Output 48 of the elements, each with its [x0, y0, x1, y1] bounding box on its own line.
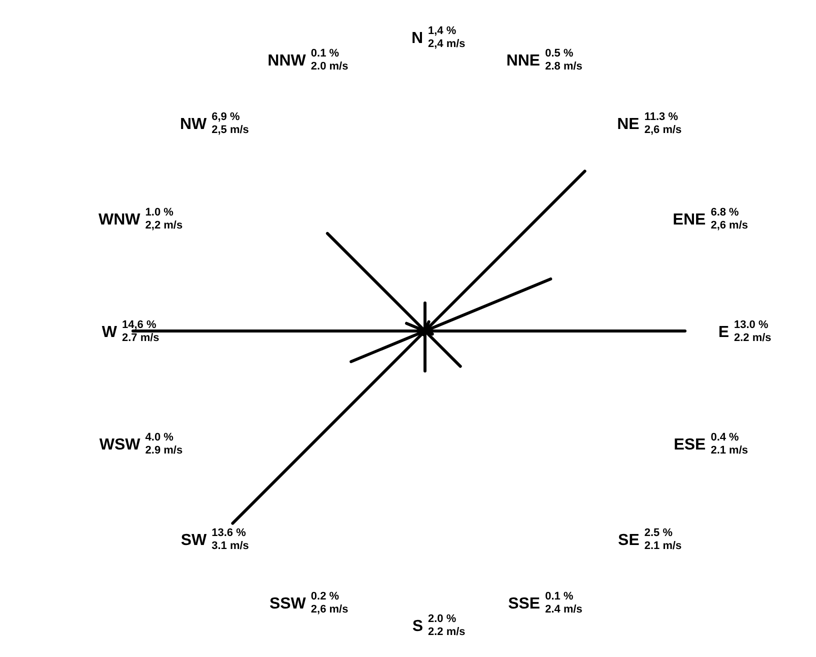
category-label: NNE: [506, 52, 540, 70]
data-label: 1.0 %: [145, 206, 174, 218]
data-label: 2.2 m/s: [734, 332, 772, 344]
data-label: 1,4 %: [428, 25, 456, 37]
data-label: 0.1 %: [310, 47, 340, 60]
data-label: 6.8 %: [710, 206, 740, 218]
data-label: 13.6 %: [212, 526, 246, 539]
category-label: NNW: [268, 52, 307, 70]
data-label: 2.5 %: [644, 526, 673, 539]
category-label: ENE: [672, 211, 706, 228]
category-label: SE: [618, 532, 640, 549]
data-label: 2.4 m/s: [545, 604, 582, 616]
category-label: NE: [617, 116, 640, 134]
category-label: ESE: [674, 436, 706, 454]
data-label: 6,9 %: [212, 111, 240, 124]
data-label: 4.0 %: [145, 432, 174, 444]
data-label: 2,5 m/s: [212, 124, 249, 136]
data-label: 2,6 m/s: [710, 219, 748, 232]
category-label: WNW: [98, 211, 142, 228]
data-label: 2,6 m/s: [310, 604, 348, 616]
data-label: 0.2 %: [310, 590, 340, 603]
data-label: 2.9 m/s: [145, 444, 183, 457]
data-label: 2.8 m/s: [545, 60, 582, 72]
category-label: WSW: [99, 436, 142, 454]
category-label: NW: [180, 116, 208, 134]
data-label: 2.0 m/s: [310, 60, 348, 72]
data-label: 0.1 %: [545, 590, 574, 603]
category-label: S: [412, 618, 424, 635]
data-label: 2.7 m/s: [122, 332, 160, 344]
data-label: 2.2 m/s: [428, 626, 466, 638]
category-label: SSW: [269, 596, 307, 613]
data-label: 2,2 m/s: [145, 219, 183, 232]
data-label: 2,4 m/s: [428, 38, 466, 50]
category-label: E: [718, 324, 730, 341]
data-label: 11.3 %: [644, 111, 678, 124]
data-label: 0.5 %: [545, 47, 574, 60]
category-label: N: [411, 30, 423, 47]
data-label: 2.0 %: [428, 613, 456, 625]
category-label: W: [102, 324, 118, 341]
data-label: 0.4 %: [710, 432, 740, 444]
data-label: 13.0 %: [734, 319, 768, 331]
data-label: 3.1 m/s: [212, 540, 249, 552]
data-label: 2.1 m/s: [710, 444, 748, 457]
data-label: 2.1 m/s: [644, 540, 682, 552]
data-label: 14,6 %: [122, 319, 156, 331]
category-label: SW: [180, 532, 208, 549]
data-label: 2,6 m/s: [644, 124, 682, 136]
category-label: SSE: [508, 596, 540, 613]
